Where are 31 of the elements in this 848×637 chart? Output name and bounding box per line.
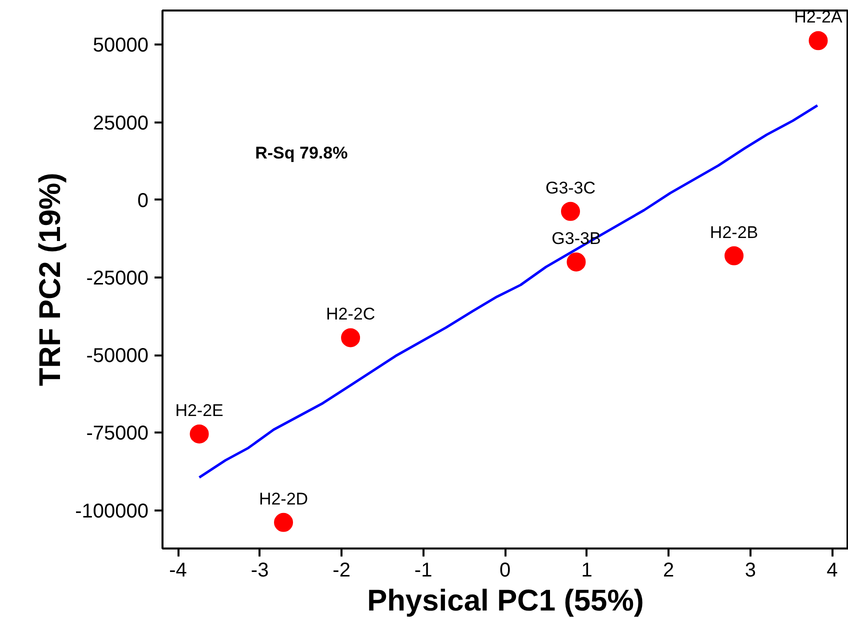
x-tick-label: 0 xyxy=(500,560,511,582)
x-tick-label: -1 xyxy=(414,560,432,582)
y-axis-title: TRF PC2 (19%) xyxy=(34,172,68,386)
x-tick-label: 2 xyxy=(663,560,674,582)
y-tick-label: -100000 xyxy=(75,500,149,522)
x-tick-label: 3 xyxy=(744,560,756,582)
point xyxy=(561,202,580,221)
x-tick-label: -3 xyxy=(250,560,269,582)
x-tick-label: -2 xyxy=(332,560,350,582)
point xyxy=(724,246,744,266)
y-tick-label: 25000 xyxy=(92,112,149,134)
x-tick-label: 1 xyxy=(581,560,592,582)
annotation: H2-2C xyxy=(326,304,376,324)
x-tick-label: -4 xyxy=(169,560,187,582)
y-tick-label: -75000 xyxy=(86,422,149,445)
annotation: H2-2B xyxy=(710,222,758,242)
annotation: H2-2D xyxy=(258,489,308,508)
x-tick-label: 4 xyxy=(826,560,838,582)
point xyxy=(341,328,360,348)
annotation: G3-3C xyxy=(545,178,596,198)
y-tick-label: -50000 xyxy=(86,345,149,368)
annotation: R-Sq 79.8% xyxy=(255,144,348,163)
point xyxy=(808,31,828,50)
point xyxy=(274,512,294,532)
y-tick-label: 0 xyxy=(137,190,148,212)
y-tick-label: 50000 xyxy=(92,34,149,57)
annotation: H2-2E xyxy=(175,400,224,420)
y-tick-label: -25000 xyxy=(86,267,149,290)
x-axis-title: Physical PC1 (55%) xyxy=(367,584,644,618)
point xyxy=(190,424,209,444)
point xyxy=(566,252,586,272)
